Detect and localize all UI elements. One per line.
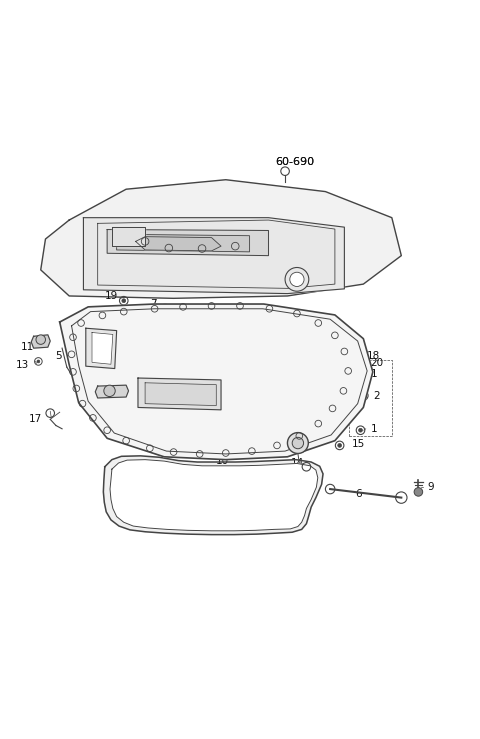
Circle shape <box>106 429 108 432</box>
Polygon shape <box>145 383 216 406</box>
Circle shape <box>292 437 303 449</box>
Circle shape <box>251 449 253 452</box>
Circle shape <box>172 451 175 454</box>
Circle shape <box>334 334 336 337</box>
Text: 14: 14 <box>291 458 304 469</box>
Polygon shape <box>107 230 268 256</box>
Circle shape <box>72 370 74 373</box>
Circle shape <box>343 350 346 353</box>
Polygon shape <box>162 384 179 397</box>
Text: 11: 11 <box>20 341 34 352</box>
Text: 60-690: 60-690 <box>275 157 314 167</box>
Circle shape <box>198 452 201 455</box>
Circle shape <box>137 372 139 375</box>
Polygon shape <box>41 180 401 299</box>
Circle shape <box>296 312 299 315</box>
Text: 17: 17 <box>28 415 42 424</box>
Text: 6: 6 <box>355 488 362 499</box>
Circle shape <box>163 307 167 310</box>
Text: 7: 7 <box>150 299 157 309</box>
Circle shape <box>353 353 360 360</box>
Circle shape <box>290 272 304 287</box>
Circle shape <box>239 304 241 307</box>
Text: 16: 16 <box>269 437 283 446</box>
Polygon shape <box>112 227 145 246</box>
Polygon shape <box>110 460 318 531</box>
Text: 8: 8 <box>237 304 243 314</box>
Polygon shape <box>96 385 129 398</box>
Circle shape <box>359 372 362 376</box>
Circle shape <box>101 314 104 317</box>
Circle shape <box>288 432 308 454</box>
Circle shape <box>338 443 342 447</box>
Circle shape <box>75 387 78 390</box>
Circle shape <box>298 435 301 437</box>
Text: 1: 1 <box>371 370 377 379</box>
Circle shape <box>347 370 349 372</box>
Polygon shape <box>103 456 323 534</box>
Circle shape <box>414 488 423 496</box>
Text: 3: 3 <box>122 356 129 366</box>
Circle shape <box>36 335 46 344</box>
Text: 4: 4 <box>122 363 129 373</box>
Circle shape <box>92 417 95 419</box>
Text: 5: 5 <box>56 351 62 361</box>
Text: 19: 19 <box>105 291 119 301</box>
Circle shape <box>37 360 40 363</box>
Polygon shape <box>136 236 221 251</box>
Circle shape <box>317 422 320 425</box>
Circle shape <box>135 367 138 372</box>
Circle shape <box>317 321 320 324</box>
Circle shape <box>70 353 73 355</box>
Text: 60-690: 60-690 <box>275 157 314 167</box>
Circle shape <box>331 407 334 410</box>
Circle shape <box>125 439 128 442</box>
Text: 9: 9 <box>427 482 434 492</box>
Text: 18: 18 <box>367 351 381 361</box>
Circle shape <box>227 312 231 316</box>
Circle shape <box>122 299 126 302</box>
Text: 2: 2 <box>373 391 380 401</box>
Polygon shape <box>138 378 221 410</box>
Circle shape <box>80 321 83 324</box>
Circle shape <box>181 305 184 308</box>
Text: 10: 10 <box>216 455 229 466</box>
Circle shape <box>285 268 309 291</box>
Polygon shape <box>31 335 50 348</box>
Circle shape <box>359 429 362 432</box>
Text: 1: 1 <box>371 423 377 434</box>
Polygon shape <box>86 328 117 369</box>
Circle shape <box>342 389 345 392</box>
Circle shape <box>210 304 213 307</box>
Circle shape <box>211 377 217 383</box>
Circle shape <box>104 385 115 397</box>
Circle shape <box>81 402 84 405</box>
Circle shape <box>361 394 365 398</box>
Polygon shape <box>60 304 373 460</box>
Polygon shape <box>117 234 250 252</box>
Circle shape <box>268 307 271 310</box>
Circle shape <box>276 444 278 447</box>
Polygon shape <box>92 333 113 364</box>
Circle shape <box>224 452 227 454</box>
Text: 20: 20 <box>371 358 384 368</box>
Text: 13: 13 <box>16 360 29 370</box>
Circle shape <box>122 310 125 313</box>
Text: 12: 12 <box>96 395 109 405</box>
Circle shape <box>359 361 362 365</box>
Circle shape <box>148 447 151 449</box>
Text: 15: 15 <box>351 438 365 449</box>
Text: 13: 13 <box>116 373 130 383</box>
Polygon shape <box>84 218 344 293</box>
Circle shape <box>72 336 74 338</box>
Circle shape <box>153 307 156 310</box>
